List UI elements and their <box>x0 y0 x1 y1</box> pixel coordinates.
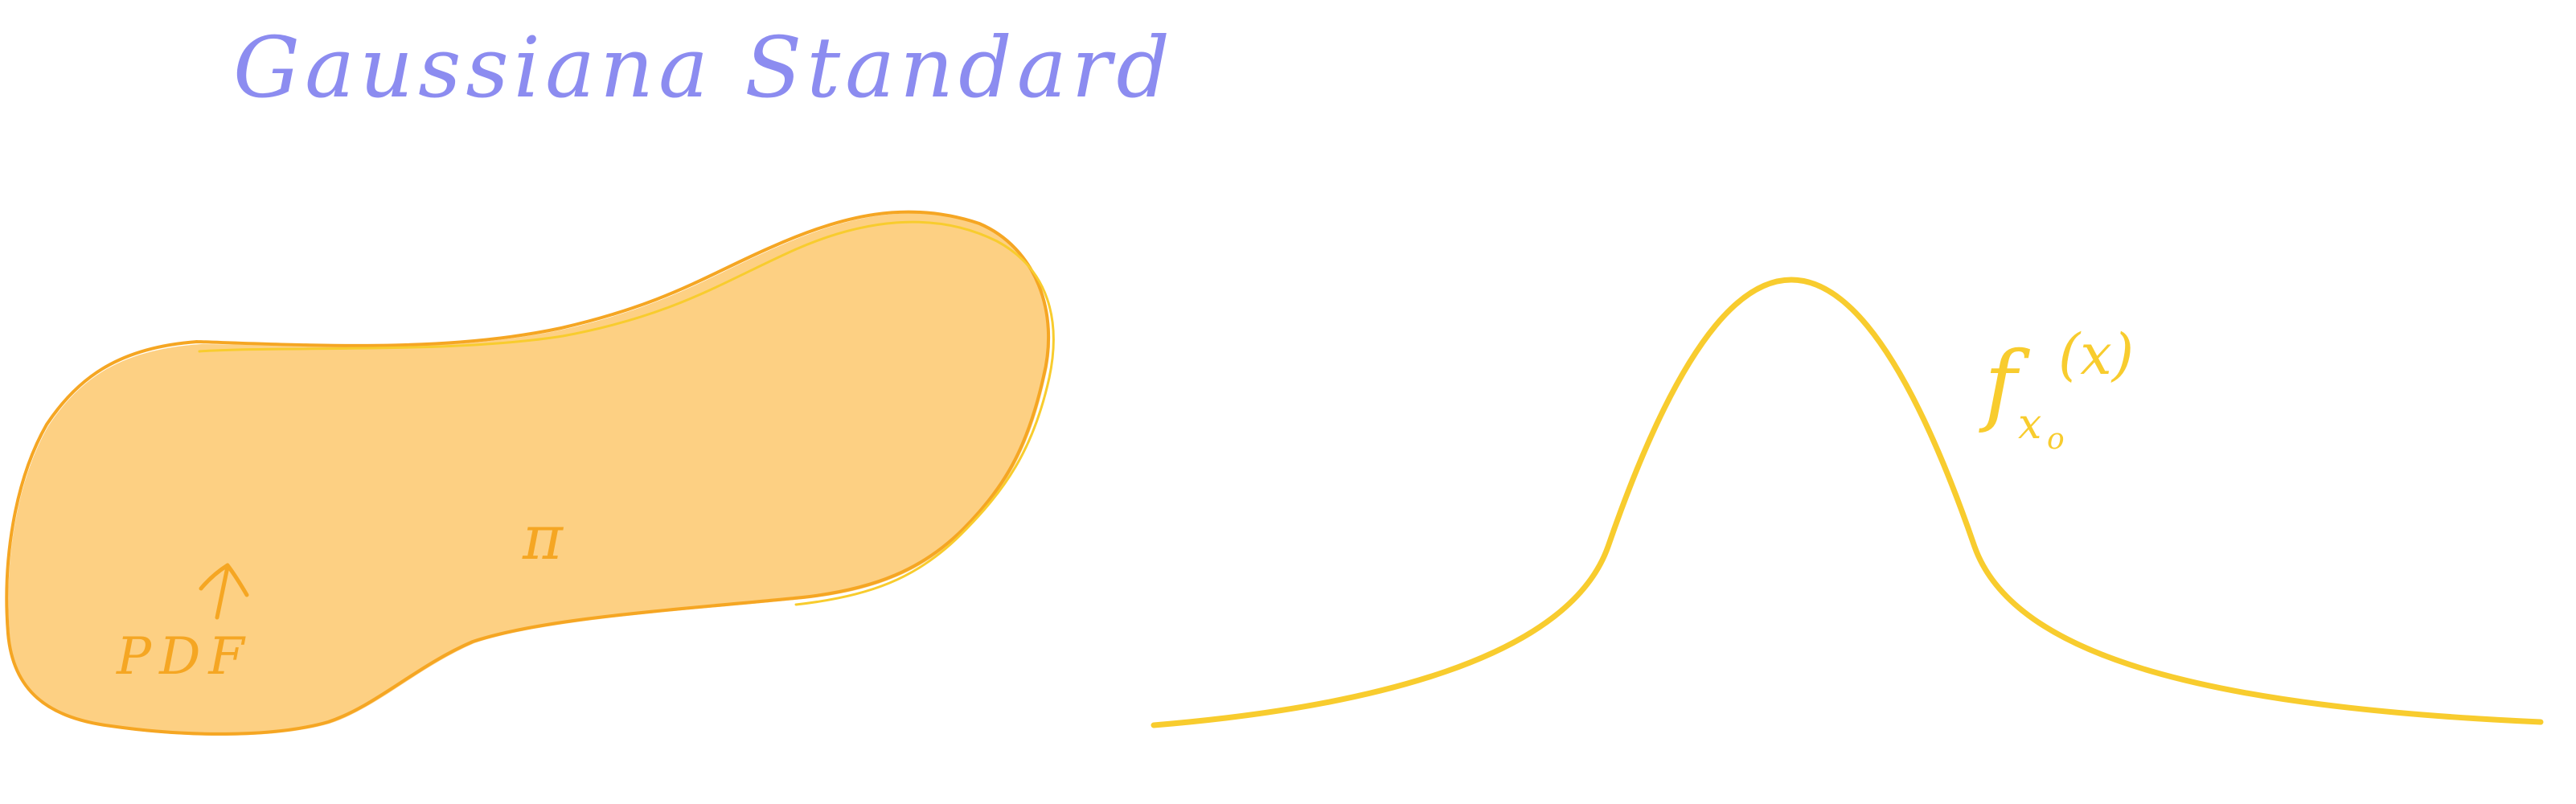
gaussian-curve <box>1151 277 2544 728</box>
pdf-blob-outline <box>5 210 1051 736</box>
curve-label-arg: (x) <box>2058 322 2134 388</box>
curve-label-sub: x <box>2018 400 2041 449</box>
pi-label: π <box>522 502 564 573</box>
up-arrow-icon <box>199 563 249 620</box>
pdf-blob-fill <box>8 213 1051 736</box>
pdf-blob: PDF π <box>5 210 1055 736</box>
curve-label-sub2: o <box>2047 423 2065 456</box>
pdf-label: PDF <box>116 627 252 687</box>
title-text: Gaussiana Standard <box>233 18 1175 117</box>
pdf-blob-outline-second <box>198 220 1055 606</box>
curve-label: f (x) x o <box>1979 322 2134 456</box>
